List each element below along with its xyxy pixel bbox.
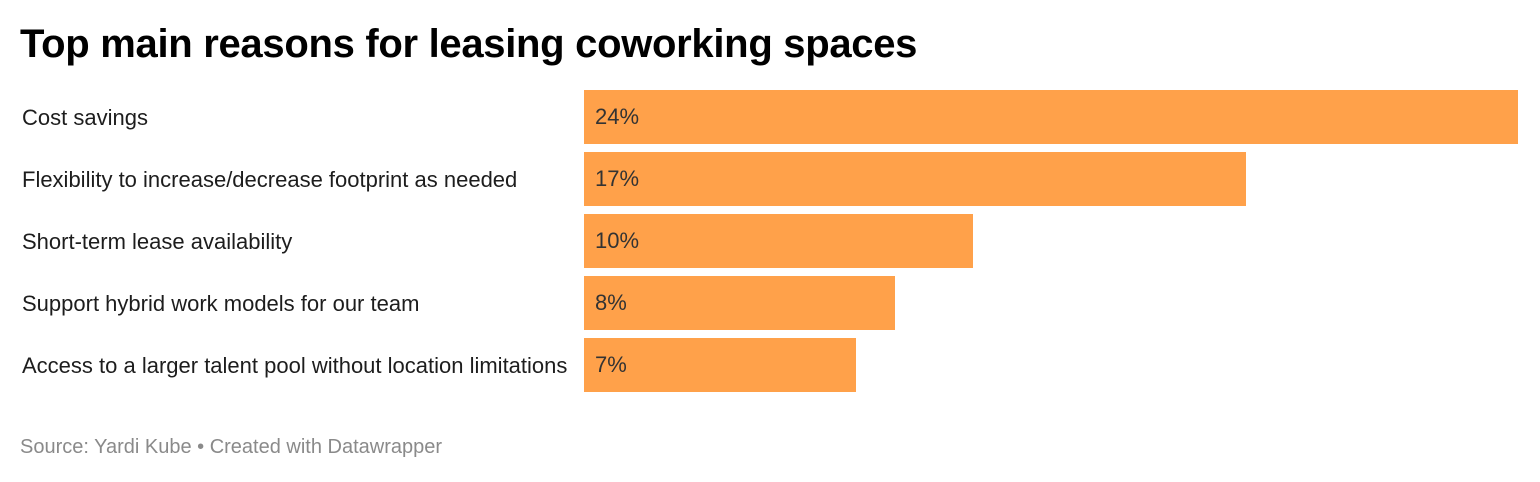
bar <box>584 276 895 330</box>
bar-value-label: 10% <box>595 228 640 253</box>
bar <box>584 152 1246 206</box>
bar <box>584 214 973 268</box>
source-note: Source: Yardi Kube • Created with Datawr… <box>20 436 443 458</box>
bar <box>584 338 856 392</box>
category-label: Cost savings <box>22 104 148 130</box>
bar-value-label: 24% <box>595 104 640 129</box>
category-label: Access to a larger talent pool without l… <box>22 352 568 378</box>
chart-title: Top main reasons for leasing coworking s… <box>20 22 918 66</box>
bar-value-label: 8% <box>595 290 627 315</box>
category-label: Support hybrid work models for our team <box>22 290 420 316</box>
category-label: Flexibility to increase/decrease footpri… <box>22 166 518 192</box>
bar <box>584 90 1518 144</box>
bar-value-label: 17% <box>595 166 640 191</box>
bar-value-label: 7% <box>595 352 627 377</box>
category-label: Short-term lease availability <box>22 228 293 254</box>
